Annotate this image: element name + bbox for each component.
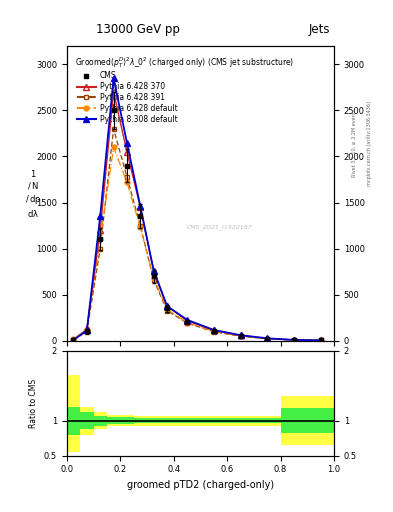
Text: mcplots.cern.ch [arXiv:1306.3436]: mcplots.cern.ch [arXiv:1306.3436] [367, 101, 373, 186]
Text: Jets: Jets [309, 23, 330, 36]
Text: CMS_2021_I1920187: CMS_2021_I1920187 [187, 225, 253, 230]
Text: Groomed$(p_T^D)^2\lambda\_0^2$ (charged only) (CMS jet substructure): Groomed$(p_T^D)^2\lambda\_0^2$ (charged … [75, 55, 294, 70]
X-axis label: groomed pTD2 (charged-only): groomed pTD2 (charged-only) [127, 480, 274, 490]
Text: Rivet 3.1.10, ≥ 3.2M events: Rivet 3.1.10, ≥ 3.2M events [352, 109, 357, 178]
Y-axis label: $\mathregular{1}$
$\mathregular{/ \, N}$
$\mathregular{/ \, dp}$
$\mathregular{d: $\mathregular{1}$ $\mathregular{/ \, N}$… [25, 167, 41, 219]
Y-axis label: Ratio to CMS: Ratio to CMS [29, 378, 39, 428]
Legend: CMS, Pythia 6.428 370, Pythia 6.428 391, Pythia 6.428 default, Pythia 8.308 defa: CMS, Pythia 6.428 370, Pythia 6.428 391,… [76, 71, 178, 125]
Text: 13000 GeV pp: 13000 GeV pp [95, 23, 180, 36]
